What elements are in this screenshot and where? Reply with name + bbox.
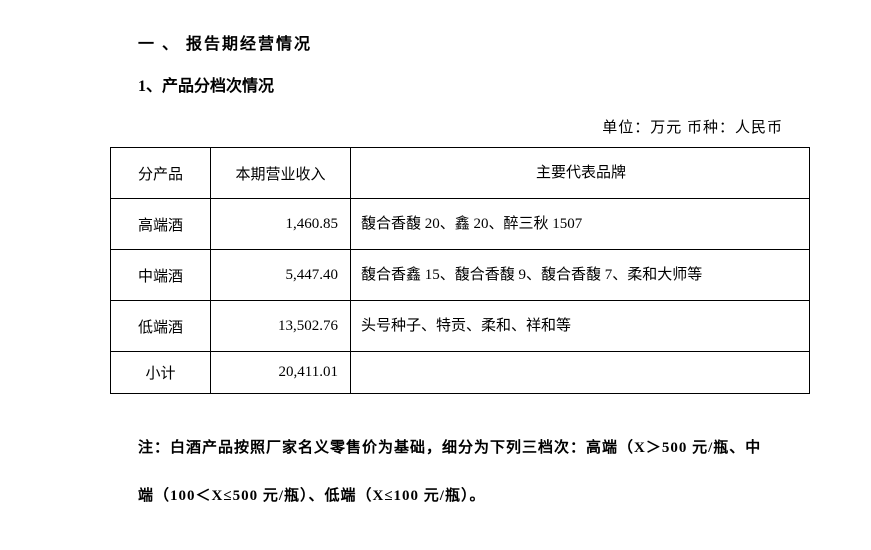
header-revenue: 本期营业收入 xyxy=(211,148,351,199)
table-row: 高端酒 1,460.85 馥合香馥 20、鑫 20、醉三秋 1507 xyxy=(111,199,810,250)
table-row: 小计 20,411.01 xyxy=(111,352,810,394)
cell-product: 中端酒 xyxy=(111,250,211,301)
table-row: 低端酒 13,502.76 头号种子、特贡、柔和、祥和等 xyxy=(111,301,810,352)
header-brand: 主要代表品牌 xyxy=(351,148,810,199)
cell-brand xyxy=(351,352,810,394)
subsection-heading: 1、产品分档次情况 xyxy=(138,72,811,96)
footnote: 注：白酒产品按照厂家名义零售价为基础，细分为下列三档次：高端（X＞500 元/瓶… xyxy=(138,424,771,520)
cell-revenue: 13,502.76 xyxy=(211,301,351,352)
cell-product: 高端酒 xyxy=(111,199,211,250)
cell-brand: 馥合香馥 20、鑫 20、醉三秋 1507 xyxy=(351,199,810,250)
cell-revenue: 5,447.40 xyxy=(211,250,351,301)
cell-revenue: 20,411.01 xyxy=(211,352,351,394)
section-heading: 一 、 报告期经营情况 xyxy=(138,30,811,54)
cell-brand: 馥合香鑫 15、馥合香馥 9、馥合香馥 7、柔和大师等 xyxy=(351,250,810,301)
cell-product: 小计 xyxy=(111,352,211,394)
unit-label: 单位：万元 币种：人民币 xyxy=(60,116,783,137)
header-product: 分产品 xyxy=(111,148,211,199)
cell-brand: 头号种子、特贡、柔和、祥和等 xyxy=(351,301,810,352)
table-row: 中端酒 5,447.40 馥合香鑫 15、馥合香馥 9、馥合香馥 7、柔和大师等 xyxy=(111,250,810,301)
cell-revenue: 1,460.85 xyxy=(211,199,351,250)
table-header-row: 分产品 本期营业收入 主要代表品牌 xyxy=(111,148,810,199)
cell-product: 低端酒 xyxy=(111,301,211,352)
product-tier-table: 分产品 本期营业收入 主要代表品牌 高端酒 1,460.85 馥合香馥 20、鑫… xyxy=(110,147,810,394)
